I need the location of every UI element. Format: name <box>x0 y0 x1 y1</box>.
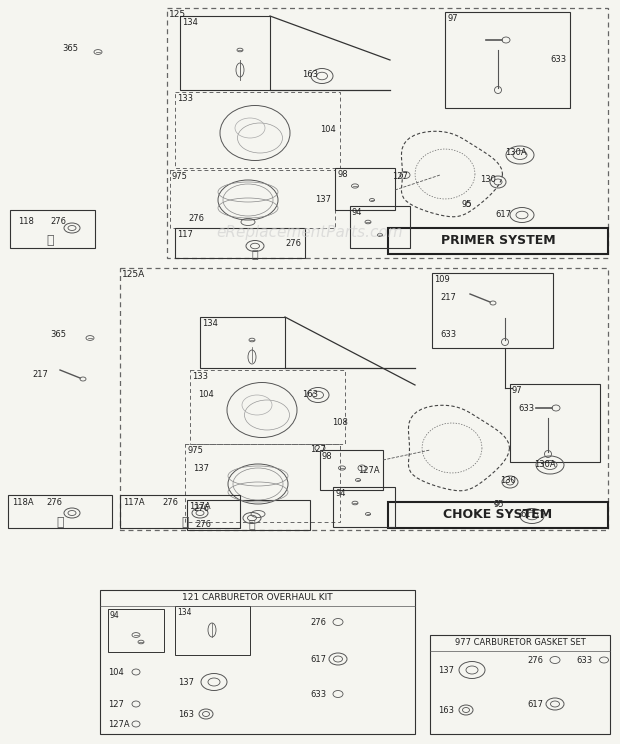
Text: 617: 617 <box>527 700 543 709</box>
Text: 121 CARBURETOR OVERHAUL KIT: 121 CARBURETOR OVERHAUL KIT <box>182 593 332 602</box>
Text: 127: 127 <box>108 700 124 709</box>
Text: 633: 633 <box>310 690 326 699</box>
Text: 108: 108 <box>332 418 348 427</box>
Text: 133: 133 <box>192 372 208 381</box>
Text: 125: 125 <box>169 10 186 19</box>
Text: 117A: 117A <box>189 502 211 511</box>
Text: 137: 137 <box>438 666 454 675</box>
Text: 94: 94 <box>110 611 120 620</box>
Text: 633: 633 <box>550 56 566 65</box>
Text: 125A: 125A <box>122 270 145 279</box>
Text: 365: 365 <box>50 330 66 339</box>
Text: 633: 633 <box>518 404 534 413</box>
Text: 617: 617 <box>310 655 326 664</box>
Text: 95: 95 <box>494 500 505 509</box>
Text: 134: 134 <box>182 18 198 27</box>
FancyBboxPatch shape <box>388 502 608 528</box>
Text: CHOKE SYSTEM: CHOKE SYSTEM <box>443 508 552 522</box>
Text: 94: 94 <box>335 489 345 498</box>
Text: 365: 365 <box>62 44 78 53</box>
Text: 109: 109 <box>434 275 450 284</box>
Text: 130A: 130A <box>534 460 556 469</box>
Text: 95: 95 <box>462 200 472 209</box>
Text: 276: 276 <box>195 520 211 529</box>
Text: 276: 276 <box>310 618 326 627</box>
Text: 127: 127 <box>392 172 408 181</box>
Text: PRIMER SYSTEM: PRIMER SYSTEM <box>441 234 556 248</box>
Text: 633: 633 <box>576 656 592 665</box>
Text: 127A: 127A <box>108 720 130 729</box>
Text: 975: 975 <box>187 446 203 455</box>
Text: 98: 98 <box>322 452 332 461</box>
Text: 217: 217 <box>32 370 48 379</box>
Text: 977 CARBURETOR GASKET SET: 977 CARBURETOR GASKET SET <box>454 638 585 647</box>
Text: 276: 276 <box>193 504 209 513</box>
Text: 137: 137 <box>315 194 331 204</box>
Text: 633: 633 <box>440 330 456 339</box>
Text: 133: 133 <box>177 94 193 103</box>
Text: 617: 617 <box>520 510 536 519</box>
Text: ⛏: ⛏ <box>252 250 259 260</box>
Text: 276: 276 <box>46 498 62 507</box>
Text: ⛏: ⛏ <box>181 516 188 528</box>
Text: 118A: 118A <box>12 498 33 507</box>
Text: 163: 163 <box>302 390 318 399</box>
Text: 276: 276 <box>527 656 543 665</box>
Text: 163: 163 <box>438 706 454 715</box>
Text: 276: 276 <box>50 217 66 226</box>
Text: 127A: 127A <box>358 466 379 475</box>
Text: 117: 117 <box>177 230 193 239</box>
Text: 134: 134 <box>202 319 218 328</box>
Text: 127: 127 <box>310 445 326 454</box>
Text: ⛏: ⛏ <box>46 234 54 246</box>
Text: 163: 163 <box>178 710 194 719</box>
Text: 134: 134 <box>177 608 192 617</box>
Text: 217: 217 <box>440 293 456 302</box>
Text: 975: 975 <box>172 172 188 181</box>
Text: 276: 276 <box>162 498 178 507</box>
Text: 97: 97 <box>512 386 523 395</box>
Text: eReplacementParts.com: eReplacementParts.com <box>216 225 404 240</box>
Text: 118: 118 <box>18 217 34 226</box>
Text: ⛏: ⛏ <box>56 516 64 528</box>
Text: 104: 104 <box>320 126 336 135</box>
Text: 617: 617 <box>495 210 511 219</box>
FancyBboxPatch shape <box>388 228 608 254</box>
Text: 276: 276 <box>285 239 301 248</box>
Text: 94: 94 <box>352 208 363 217</box>
Text: 130: 130 <box>500 476 516 485</box>
Text: 97: 97 <box>447 14 458 23</box>
Text: 137: 137 <box>193 464 209 473</box>
Text: 130: 130 <box>480 175 496 184</box>
Text: 104: 104 <box>108 668 124 677</box>
Text: 98: 98 <box>337 170 348 179</box>
Text: 117A: 117A <box>123 498 144 507</box>
Text: ⛏: ⛏ <box>249 520 255 530</box>
Text: 276: 276 <box>188 214 204 223</box>
Text: 130A: 130A <box>505 148 526 157</box>
Text: 104: 104 <box>198 390 214 399</box>
Text: 137: 137 <box>178 678 194 687</box>
Text: 163: 163 <box>302 70 318 79</box>
